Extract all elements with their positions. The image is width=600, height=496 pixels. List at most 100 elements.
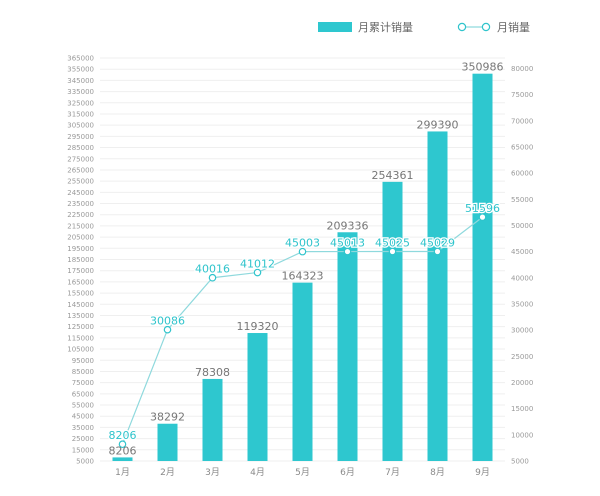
legend-label-line: 月销量 bbox=[497, 20, 530, 34]
line-value-label: 45025 bbox=[375, 237, 410, 250]
y-right-tick-label: 60000 bbox=[511, 170, 533, 178]
y-left-tick-label: 205000 bbox=[67, 234, 94, 242]
x-tick-label: 1月 bbox=[115, 467, 130, 478]
legend-swatch-bar bbox=[318, 22, 352, 32]
line-point bbox=[253, 268, 262, 277]
line-point bbox=[118, 440, 127, 449]
y-left-tick-label: 325000 bbox=[67, 99, 94, 107]
y-left-tick-label: 5000 bbox=[76, 458, 94, 466]
y-left-tick-label: 15000 bbox=[72, 446, 94, 454]
y-left-tick-label: 175000 bbox=[67, 267, 94, 275]
y-right-tick-label: 70000 bbox=[511, 117, 533, 125]
y-left-tick-label: 345000 bbox=[67, 77, 94, 85]
line-value-label: 40016 bbox=[195, 263, 230, 276]
x-tick-label: 8月 bbox=[430, 467, 445, 478]
y-right-tick-label: 75000 bbox=[511, 91, 533, 99]
y-left-tick-label: 35000 bbox=[72, 424, 94, 432]
y-left-tick-label: 125000 bbox=[67, 323, 94, 331]
line-series bbox=[118, 213, 487, 449]
line-point bbox=[388, 247, 397, 256]
line-point bbox=[208, 273, 217, 282]
x-tick-label: 4月 bbox=[250, 467, 265, 478]
line-value-label: 8206 bbox=[109, 429, 137, 442]
bar-value-label: 78308 bbox=[195, 366, 230, 379]
bar-value-label: 254361 bbox=[372, 169, 414, 182]
x-tick-label: 5月 bbox=[295, 467, 310, 478]
legend-swatch-point bbox=[457, 22, 467, 32]
y-right-tick-label: 80000 bbox=[511, 65, 533, 73]
y-left-tick-label: 255000 bbox=[67, 178, 94, 186]
bar bbox=[472, 73, 493, 461]
line-point bbox=[298, 247, 307, 256]
y-left-tick-label: 295000 bbox=[67, 133, 94, 141]
bar bbox=[427, 131, 448, 461]
y-left-tick-label: 195000 bbox=[67, 245, 94, 253]
bar bbox=[202, 378, 223, 461]
bar bbox=[112, 457, 133, 461]
y-right-tick-label: 20000 bbox=[511, 379, 533, 387]
bar-value-label: 209336 bbox=[327, 219, 369, 232]
y-right-tick-label: 45000 bbox=[511, 248, 533, 256]
y-left-tick-label: 245000 bbox=[67, 189, 94, 197]
y-left-tick-label: 335000 bbox=[67, 88, 94, 96]
y-right-tick-label: 10000 bbox=[511, 431, 533, 439]
y-right-tick-label: 5000 bbox=[511, 458, 529, 466]
y-left-tick-label: 215000 bbox=[67, 222, 94, 230]
bar bbox=[247, 333, 268, 461]
line-point bbox=[478, 213, 487, 221]
y-right-tick-label: 55000 bbox=[511, 196, 533, 204]
bar bbox=[382, 181, 403, 461]
y-left-tick-label: 185000 bbox=[67, 256, 94, 264]
bar-value-label: 299390 bbox=[417, 118, 459, 131]
y-left-tick-label: 55000 bbox=[72, 402, 94, 410]
bar-series bbox=[112, 73, 493, 461]
line-point bbox=[433, 247, 442, 256]
line-value-label: 41012 bbox=[240, 258, 275, 271]
y-left-tick-label: 45000 bbox=[72, 413, 94, 421]
line-value-label: 45029 bbox=[420, 236, 455, 249]
x-tick-label: 9月 bbox=[475, 467, 490, 478]
bar bbox=[157, 423, 178, 461]
legend: 月累计销量 月销量 bbox=[318, 20, 530, 34]
x-tick-label: 6月 bbox=[340, 467, 355, 478]
bar bbox=[337, 232, 358, 461]
line-point bbox=[343, 247, 352, 256]
y-left-tick-label: 95000 bbox=[72, 357, 94, 365]
bar-value-label: 164323 bbox=[282, 270, 324, 283]
y-left-tick-label: 135000 bbox=[67, 312, 94, 320]
legend-item-line[interactable]: 月销量 bbox=[457, 20, 530, 34]
y-right-tick-label: 40000 bbox=[511, 274, 533, 282]
axes: 5000 15000 25000 35000 45000 55000 65000 75000 8… bbox=[67, 55, 533, 479]
legend-label-bar: 月累计销量 bbox=[358, 20, 413, 34]
y-right-tick-label: 35000 bbox=[511, 300, 533, 308]
y-left-tick-label: 85000 bbox=[72, 368, 94, 376]
bar-value-label: 38292 bbox=[150, 411, 185, 424]
y-right-tick-label: 30000 bbox=[511, 327, 533, 335]
line-value-label: 51596 bbox=[465, 202, 500, 215]
data-labels: 8206 38292 78308 119320 164323 209336 254361 29… bbox=[107, 61, 503, 458]
y-right-tick-label: 25000 bbox=[511, 353, 533, 361]
y-left-tick-label: 25000 bbox=[72, 435, 94, 443]
y-left-tick-label: 275000 bbox=[67, 155, 94, 163]
y-left-tick-label: 105000 bbox=[67, 346, 94, 354]
line-value-label: 45003 bbox=[285, 237, 320, 250]
x-tick-label: 7月 bbox=[385, 467, 400, 478]
y-left-tick-label: 235000 bbox=[67, 200, 94, 208]
x-tick-label: 2月 bbox=[160, 467, 175, 478]
legend-item-bar[interactable]: 月累计销量 bbox=[318, 20, 413, 34]
line-point bbox=[163, 325, 172, 334]
y-left-tick-label: 305000 bbox=[67, 122, 94, 130]
y-right-tick-label: 15000 bbox=[511, 405, 533, 413]
y-right-tick-label: 50000 bbox=[511, 222, 533, 230]
y-left-tick-label: 355000 bbox=[67, 66, 94, 74]
y-right-tick-label: 65000 bbox=[511, 143, 533, 151]
y-left-tick-label: 115000 bbox=[67, 334, 94, 342]
y-left-tick-label: 75000 bbox=[72, 379, 94, 387]
line-value-label: 45013 bbox=[330, 237, 365, 250]
y-left-tick-label: 365000 bbox=[67, 55, 94, 63]
y-left-tick-label: 65000 bbox=[72, 390, 94, 398]
bar-value-label: 8206 bbox=[109, 444, 137, 457]
line-value-label: 30086 bbox=[150, 315, 185, 328]
legend-swatch-point bbox=[481, 22, 491, 32]
